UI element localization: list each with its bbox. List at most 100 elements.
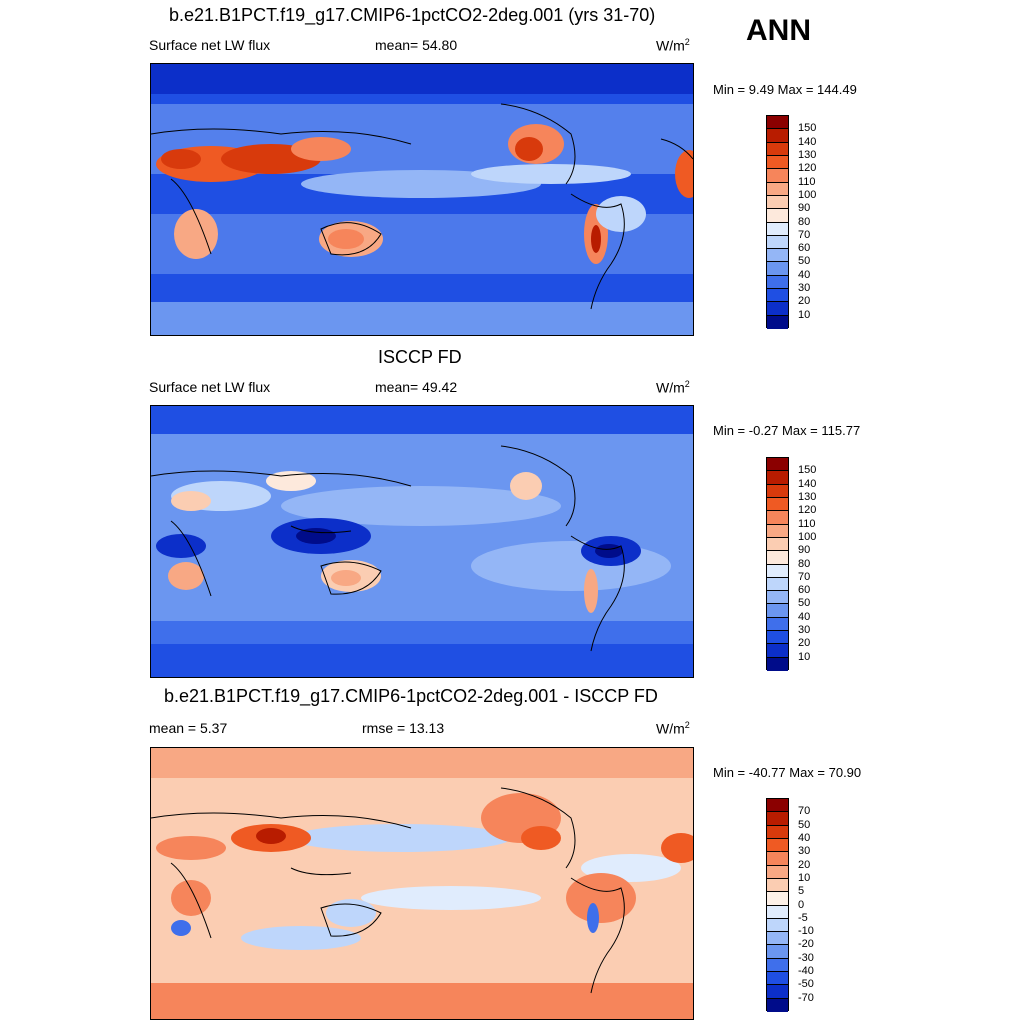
colorbar-tick-label: -30 xyxy=(798,951,814,964)
colorbar-tick-label: 70 xyxy=(798,228,811,241)
colorbar-tick-label: 100 xyxy=(798,530,817,543)
colorbar-swatch xyxy=(767,838,788,853)
colorbar-tick-label: -70 xyxy=(798,991,814,1004)
panel-2-units: W/m2 xyxy=(656,379,690,396)
colorbar-tick-label: 100 xyxy=(798,188,817,201)
colorbar-tick-label: 20 xyxy=(798,637,811,650)
colorbar-tick-label: 110 xyxy=(798,517,816,530)
colorbar-swatch xyxy=(767,524,788,538)
colorbar-swatch xyxy=(767,289,788,303)
colorbar-tick-label: 50 xyxy=(798,255,811,268)
panel-2-variable-label: Surface net LW flux xyxy=(149,379,271,395)
colorbar-tick-label: 80 xyxy=(798,215,811,228)
colorbar-swatch xyxy=(767,315,788,329)
colorbar-swatch xyxy=(767,852,788,866)
colorbar-swatch xyxy=(767,195,788,210)
colorbar-swatch xyxy=(767,998,788,1012)
colorbar-tick-label: 130 xyxy=(798,148,817,161)
colorbar-swatch xyxy=(767,932,788,946)
colorbar-swatch xyxy=(767,892,788,906)
colorbar-swatch xyxy=(767,275,788,290)
colorbar-swatch xyxy=(767,918,788,933)
colorbar-swatch xyxy=(767,484,788,498)
colorbar-swatch xyxy=(767,249,788,263)
panel-3-mean-label: mean = 5.37 xyxy=(149,720,228,736)
colorbar-tick-label: -20 xyxy=(798,938,814,951)
colorbar-swatch xyxy=(767,262,788,276)
colorbar-swatch xyxy=(767,209,788,223)
panel-2-minmax: Min = -0.27 Max = 115.77 xyxy=(713,423,861,438)
colorbar-tick-label: 10 xyxy=(798,308,811,321)
colorbar-tick-label: 0 xyxy=(798,898,805,911)
colorbar-tick-label: 5 xyxy=(798,885,805,898)
colorbar-tick-label: -40 xyxy=(798,965,814,978)
panel-2-mean-label: mean= 49.42 xyxy=(375,379,458,395)
colorbar-tick-label: 50 xyxy=(798,597,811,610)
colorbar-swatch xyxy=(767,825,788,839)
panel-1-mean-label: mean= 54.80 xyxy=(375,37,458,53)
panel-2-title: ISCCP FD xyxy=(378,347,462,367)
panel-1-units: W/m2 xyxy=(656,37,690,54)
colorbar-swatch xyxy=(767,551,788,565)
colorbar-swatch xyxy=(767,471,788,485)
colorbar-tick-label: 20 xyxy=(798,858,811,871)
colorbar-tick-label: 40 xyxy=(798,610,811,623)
colorbar-swatch xyxy=(767,591,788,605)
season-label: ANN xyxy=(746,14,811,47)
colorbar-swatch xyxy=(767,985,788,999)
colorbar-swatch xyxy=(767,537,788,552)
colorbar-tick-label: 90 xyxy=(798,544,811,557)
colorbar-swatch xyxy=(767,169,788,183)
colorbar-swatch xyxy=(767,812,788,826)
panel-1-minmax: Min = 9.49 Max = 144.49 xyxy=(713,82,857,97)
colorbar-tick-label: 140 xyxy=(798,477,817,490)
colorbar-swatch xyxy=(767,799,788,813)
panel-1-title: b.e21.B1PCT.f19_g17.CMIP6-1pctCO2-2deg.0… xyxy=(169,5,656,25)
colorbar-tick-label: -10 xyxy=(798,925,814,938)
colorbar-swatch xyxy=(767,235,788,250)
colorbar-tick-label: -50 xyxy=(798,978,814,991)
colorbar-tick-label: 40 xyxy=(798,268,811,281)
colorbar-tick-label: 10 xyxy=(798,650,811,663)
colorbar-tick-label: 150 xyxy=(798,122,817,135)
colorbar-swatch xyxy=(767,511,788,525)
colorbar-swatch xyxy=(767,577,788,592)
panel-2-map xyxy=(150,405,694,678)
colorbar-tick-label: 140 xyxy=(798,135,817,148)
colorbar-swatch xyxy=(767,302,788,316)
colorbar-swatch xyxy=(767,972,788,986)
panel-3-minmax: Min = -40.77 Max = 70.90 xyxy=(713,765,862,780)
panel-3-map xyxy=(150,747,694,1020)
colorbar-swatch xyxy=(767,617,788,632)
colorbar-tick-label: 110 xyxy=(798,175,816,188)
colorbar-swatch xyxy=(767,497,788,512)
panel-1-map xyxy=(150,63,694,336)
panel-3-rmse-label: rmse = 13.13 xyxy=(362,720,445,736)
panel-3-title: b.e21.B1PCT.f19_g17.CMIP6-1pctCO2-2deg.0… xyxy=(164,686,658,706)
colorbar-swatch xyxy=(767,116,788,130)
colorbar-swatch xyxy=(767,155,788,170)
colorbar-tick-label: 20 xyxy=(798,295,811,308)
colorbar-swatch xyxy=(767,644,788,658)
colorbar-tick-label: 60 xyxy=(798,584,811,597)
colorbar-tick-label: 10 xyxy=(798,871,811,884)
colorbar-tick-label: 30 xyxy=(798,624,811,637)
colorbar-tick-label: -5 xyxy=(798,911,808,924)
colorbar-swatch xyxy=(767,458,788,472)
colorbar-swatch xyxy=(767,631,788,645)
colorbar-swatch xyxy=(767,945,788,959)
colorbar-swatch xyxy=(767,958,788,973)
colorbar-tick-label: 50 xyxy=(798,818,811,831)
colorbar-tick-label: 150 xyxy=(798,464,817,477)
panel-2-colorbar: 150 140 130 120 110 100 90 80 70 60 50 40 30 20 10 xyxy=(766,457,826,672)
colorbar-tick-label: 80 xyxy=(798,557,811,570)
colorbar-swatch xyxy=(767,905,788,919)
panel-3-colorbar: 70 50 40 30 20 10 5 0 -5 -10 -20 -30 -40 -50 -70 xyxy=(766,798,826,1013)
colorbar-swatch xyxy=(767,142,788,156)
colorbar-tick-label: 70 xyxy=(798,570,811,583)
colorbar-swatch xyxy=(767,878,788,893)
colorbar-tick-label: 120 xyxy=(798,162,817,175)
colorbar-swatch xyxy=(767,865,788,879)
colorbar-tick-label: 90 xyxy=(798,202,811,215)
colorbar-tick-label: 40 xyxy=(798,831,811,844)
